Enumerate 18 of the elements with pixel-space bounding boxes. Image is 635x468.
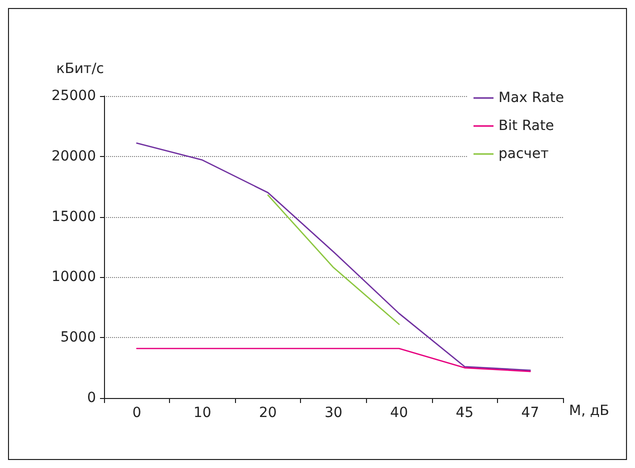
legend-label: Bit Rate bbox=[498, 118, 554, 134]
y-tick-label: 0 bbox=[87, 390, 96, 406]
legend-label: расчет bbox=[498, 146, 549, 162]
y-tick-label: 20000 bbox=[51, 148, 96, 164]
x-axis-title: M, дБ bbox=[569, 403, 610, 419]
x-tick-label: 47 bbox=[521, 405, 540, 421]
y-tick-label: 10000 bbox=[51, 269, 96, 286]
x-tick-label: 30 bbox=[324, 405, 342, 421]
x-tick-label: 0 bbox=[132, 405, 142, 421]
legend-label: Max Rate bbox=[498, 90, 564, 106]
x-tick-label: 10 bbox=[193, 405, 212, 421]
y-tick-label: 15000 bbox=[51, 208, 96, 225]
y-axis-title: кБит/с bbox=[56, 61, 104, 77]
x-tick-label: 40 bbox=[390, 405, 408, 421]
y-tick-label: 5000 bbox=[60, 330, 96, 346]
x-tick-label: 20 bbox=[259, 405, 277, 421]
x-tick-label: 45 bbox=[456, 405, 474, 421]
y-tick-label: 25000 bbox=[51, 88, 96, 104]
